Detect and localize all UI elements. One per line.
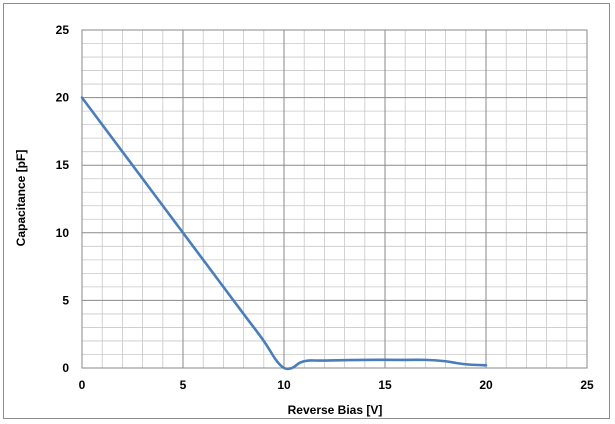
x-tick-label: 15 bbox=[378, 378, 392, 392]
y-tick-labels: 0 5 10 15 20 25 bbox=[56, 23, 70, 375]
x-tick-label: 0 bbox=[79, 378, 86, 392]
chart-frame bbox=[3, 3, 610, 419]
plot-area-outline bbox=[81, 29, 588, 369]
y-tick-label: 5 bbox=[62, 293, 69, 307]
y-tick-label: 10 bbox=[56, 226, 70, 240]
x-tick-labels: 0 5 10 15 20 25 bbox=[79, 378, 594, 392]
y-tick-label: 0 bbox=[62, 361, 69, 375]
minor-grid bbox=[82, 30, 587, 368]
y-tick-label: 20 bbox=[56, 91, 70, 105]
y-tick-label: 25 bbox=[56, 23, 70, 37]
y-axis-title: Capacitance [pF] bbox=[14, 150, 28, 247]
series-line bbox=[80, 96, 488, 371]
x-axis-title: Reverse Bias [V] bbox=[288, 403, 383, 417]
y-tick-label: 15 bbox=[56, 158, 70, 172]
x-tick-label: 10 bbox=[277, 378, 291, 392]
x-tick-label: 20 bbox=[479, 378, 493, 392]
plot-area-border bbox=[81, 29, 588, 369]
x-tick-label: 5 bbox=[180, 378, 187, 392]
series-layer bbox=[80, 96, 488, 371]
x-tick-label: 25 bbox=[580, 378, 594, 392]
